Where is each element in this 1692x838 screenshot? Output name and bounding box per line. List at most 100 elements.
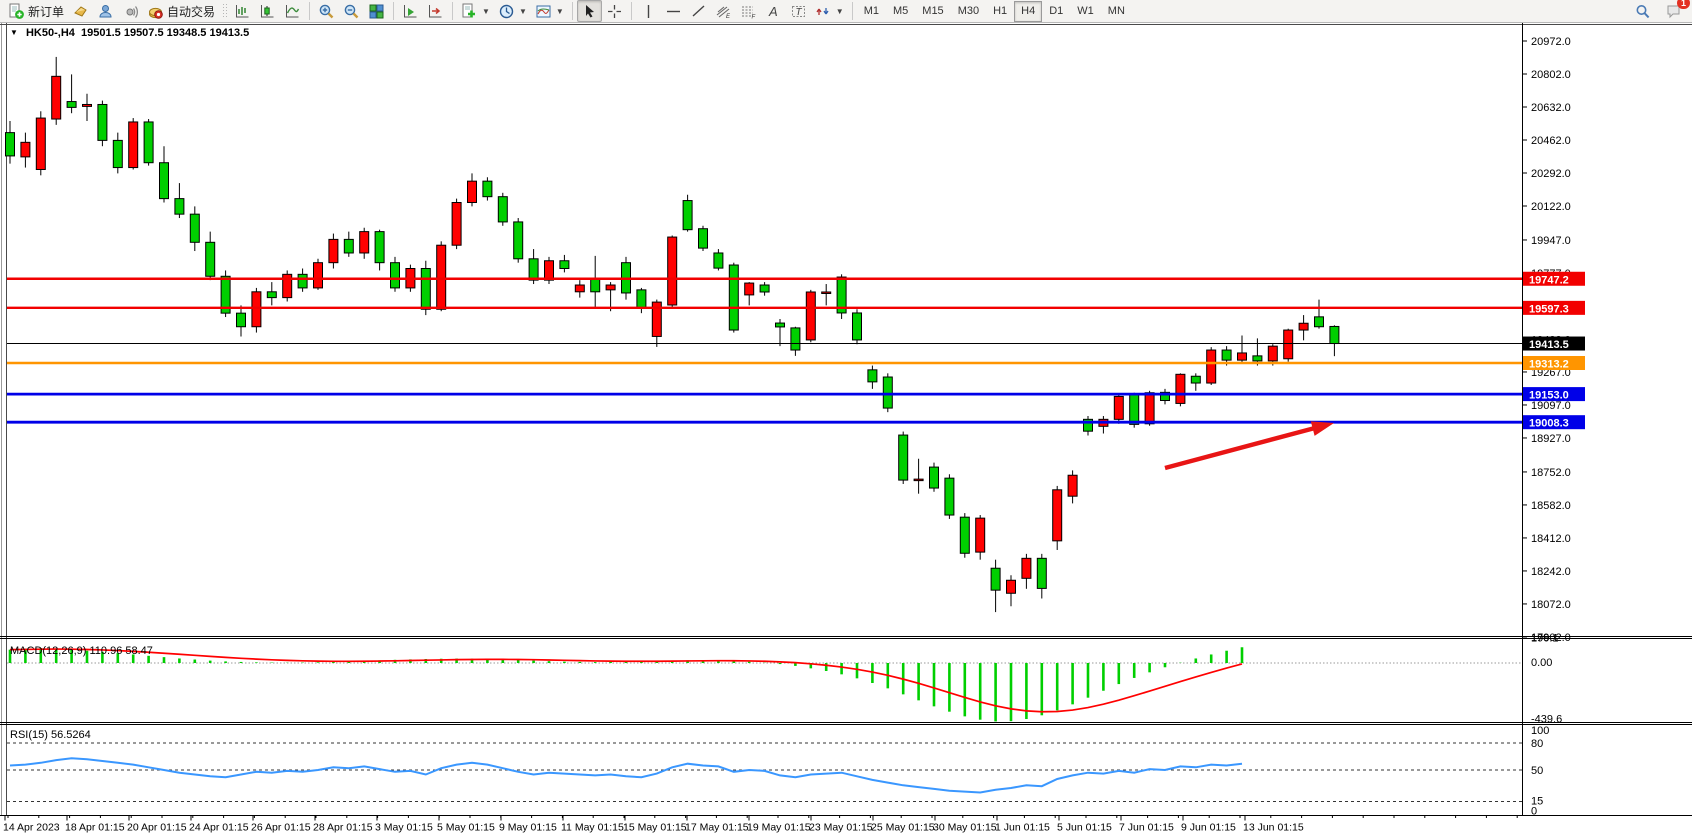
price-tick-label: 20972.0 — [1531, 36, 1571, 48]
candle-down — [266, 291, 277, 299]
price-badge — [1523, 271, 1585, 286]
chart-shift-button[interactable] — [423, 0, 448, 22]
signals-icon — [122, 3, 139, 20]
timeframe-mn[interactable]: MN — [1107, 4, 1125, 17]
timeframe-w1[interactable]: W1 — [1077, 4, 1094, 17]
timeframe-h4[interactable]: H4 — [1014, 0, 1043, 22]
timeframe-m1[interactable]: M1 — [863, 4, 879, 17]
time-label: 13 Jun 01:15 — [1243, 822, 1304, 834]
time-label: 28 Apr 01:15 — [313, 822, 373, 834]
candlestick-chart-button[interactable] — [255, 0, 280, 22]
autotrading-button[interactable]: 自动交易 — [143, 0, 219, 22]
macd-axis-label: 0.00 — [1531, 657, 1552, 669]
time-label: 9 May 01:15 — [499, 822, 557, 834]
timeframe-d1[interactable]: D1 — [1049, 4, 1064, 17]
chevron-down-icon: ▼ — [518, 6, 527, 16]
toolbar-separator — [309, 2, 311, 20]
market-watch-button[interactable] — [68, 0, 93, 22]
time-label: 3 May 01:15 — [375, 822, 433, 834]
cursor-button[interactable] — [576, 0, 602, 22]
periods-button[interactable]: ▼ — [494, 0, 531, 22]
chart-window[interactable]: ▼ HK50-,H4 19501.5 19507.5 19348.5 19413… — [0, 23, 1692, 838]
candle-down — [236, 312, 246, 328]
timeframe-h1[interactable]: H1 — [993, 4, 1008, 17]
candle-up — [1206, 349, 1217, 384]
tile-windows-button[interactable] — [364, 0, 389, 22]
horizontal-line-icon — [665, 3, 682, 20]
text-label-button[interactable]: T — [786, 0, 811, 22]
candle-down — [713, 252, 724, 269]
candle-down — [97, 103, 108, 141]
candle-down — [559, 260, 570, 270]
crosshair-icon — [606, 3, 623, 20]
crosshair-button[interactable] — [602, 0, 627, 22]
price-badge-label: 19413.5 — [1529, 339, 1569, 351]
zoom-in-button[interactable] — [314, 0, 339, 22]
fibonacci-button[interactable]: F — [736, 0, 761, 22]
notification-badge: 1 — [1676, 0, 1690, 9]
time-label: 17 May 01:15 — [685, 822, 749, 834]
svg-text:E: E — [726, 14, 731, 20]
profile-button[interactable] — [93, 0, 118, 22]
vertical-line-button[interactable] — [636, 0, 661, 22]
zoom-out-button[interactable] — [339, 0, 364, 22]
signals-button[interactable] — [118, 0, 143, 22]
timeframe-m15[interactable]: M15 — [922, 4, 944, 17]
time-label: 1 Jun 01:15 — [995, 822, 1050, 834]
price-tick-label: 18412.0 — [1531, 533, 1571, 545]
annotation-arrow[interactable] — [1164, 421, 1334, 471]
price-chart-canvas[interactable]: 20972.0 20802.0 20632.0 20462.0 20292.0 20122… — [0, 23, 1692, 838]
search-icon — [1634, 3, 1651, 20]
line-chart-button[interactable] — [280, 0, 305, 22]
time-label: 25 May 01:15 — [871, 822, 935, 834]
candle-up — [544, 260, 554, 281]
market-watch-icon — [72, 3, 89, 20]
horizontal-line-button[interactable] — [661, 0, 686, 22]
candle-down — [1129, 393, 1140, 425]
templates-button[interactable]: ▼ — [531, 0, 568, 22]
timeframe-m5[interactable]: M5 — [893, 4, 909, 17]
channel-button[interactable]: E — [711, 0, 736, 22]
notifications-button[interactable]: 1 — [1661, 0, 1690, 22]
auto-scroll-button[interactable] — [398, 0, 423, 22]
candle-down — [1252, 355, 1263, 362]
timeframe-switcher: M1 M5 M15 M30 H1 H4 D1 W1 MN — [857, 0, 1132, 22]
candle-down — [174, 198, 185, 215]
candle-up — [975, 517, 986, 553]
toolbar-separator — [393, 2, 395, 20]
candle-down — [852, 312, 862, 341]
candle-down — [836, 276, 847, 314]
search-button[interactable] — [1630, 0, 1655, 22]
time-label: 15 May 01:15 — [623, 822, 687, 834]
text-button[interactable]: A — [761, 0, 786, 22]
candle-up — [605, 284, 616, 291]
candle-down — [5, 132, 15, 157]
svg-text:T: T — [795, 7, 802, 18]
candle-down — [159, 162, 169, 200]
timeframe-m30[interactable]: M30 — [957, 4, 980, 17]
bar-chart-button[interactable] — [230, 0, 255, 22]
svg-text:A: A — [768, 4, 778, 19]
time-axis[interactable]: 14 Apr 2023 18 Apr 01:15 20 Apr 01:15 24 Ap… — [3, 815, 1518, 834]
indicators-button[interactable]: ▼ — [457, 0, 494, 22]
indicators-icon — [461, 3, 478, 20]
candle-down — [1221, 349, 1232, 361]
time-label: 30 May 01:15 — [933, 822, 997, 834]
rsi-axis-label: 15 — [1531, 796, 1543, 808]
candle-up — [913, 478, 924, 482]
bar-chart-icon — [234, 3, 251, 20]
candle-down — [343, 238, 354, 254]
time-label: 5 May 01:15 — [437, 822, 495, 834]
price-badge — [1523, 300, 1585, 315]
toolbar-right-group: 1 — [1630, 0, 1690, 22]
chart-background — [0, 23, 1692, 838]
candle-up — [667, 236, 678, 306]
arrows-button[interactable]: ▼ — [811, 0, 848, 22]
toolbar-separator — [452, 2, 454, 20]
new-order-button[interactable]: 新订单 — [4, 0, 68, 22]
time-label: 7 Jun 01:15 — [1119, 822, 1174, 834]
new-order-icon — [8, 3, 25, 20]
trendline-button[interactable] — [686, 0, 711, 22]
profile-icon — [97, 3, 114, 20]
toolbar-grip — [222, 3, 228, 19]
